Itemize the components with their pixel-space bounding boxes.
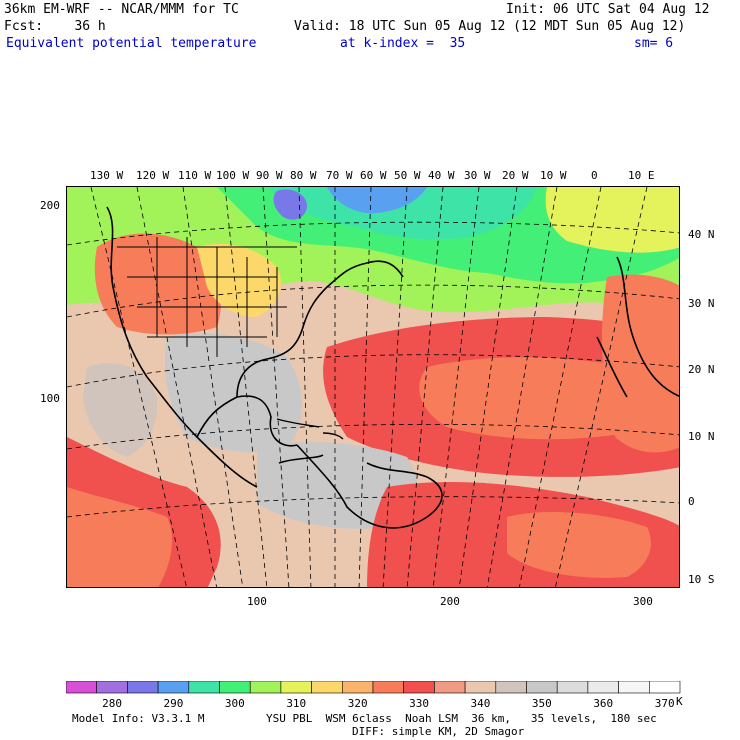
- theta-e-map: [66, 186, 680, 588]
- lon-label: 70 W: [326, 169, 353, 182]
- field-mexico-gray: [83, 363, 158, 457]
- lat-label: 10 N: [688, 430, 715, 443]
- field-us-central-yellow: [197, 243, 281, 317]
- colorbar-swatch: [648, 680, 681, 694]
- colorbar-swatch: [311, 680, 343, 694]
- lon-label: 10 W: [540, 169, 567, 182]
- coastlines: [106, 206, 679, 529]
- colorbar-swatch: [249, 680, 282, 694]
- colorbar-level-label: 300: [225, 697, 245, 710]
- field-north-blue: [327, 187, 427, 214]
- grid-x-label: 200: [440, 595, 460, 608]
- colorbar-swatch: [464, 680, 497, 694]
- model-title: 36km EM-WRF -- NCAR/MMM for TC: [4, 2, 239, 17]
- smoothing-text: sm= 6: [634, 36, 674, 51]
- map-canvas: [67, 187, 679, 587]
- model-info: Model Info: V3.3.1 M: [72, 712, 205, 725]
- colorbar-swatch: [341, 680, 374, 694]
- colorbar-svg: 280 290 300 310 320 330 340 350 360 370 K: [65, 680, 683, 710]
- colorbar-swatch: [434, 680, 466, 694]
- lat-label: 40 N: [688, 228, 715, 241]
- field-pacific-red2: [67, 487, 172, 587]
- colorbar-level-label: 360: [593, 697, 613, 710]
- colorbar-unit: K: [676, 695, 683, 708]
- valid-time: Valid: 18 UTC Sun 05 Aug 12 (12 MDT Sun …: [294, 19, 686, 34]
- graticule: [67, 187, 679, 587]
- colorbar-swatch: [65, 680, 98, 694]
- level-text: at k-index = 35: [340, 36, 466, 51]
- colorbar-swatch: [556, 680, 589, 694]
- lon-label: 120 W: [136, 169, 170, 182]
- lon-label: 30 W: [464, 169, 491, 182]
- colorbar-level-label: 330: [409, 697, 429, 710]
- colorbar-level-label: 290: [164, 697, 184, 710]
- lat-label: 0: [688, 495, 695, 508]
- field-gulf-gray: [164, 333, 302, 453]
- physics-info: YSU PBL WSM 6class Noah LSM 36 km, 35 le…: [266, 712, 657, 725]
- forecast-hour: Fcst: 36 h: [4, 19, 106, 34]
- colorbar-swatch: [372, 680, 405, 694]
- colorbar-swatch: [403, 680, 435, 694]
- colorbar-swatch: [127, 680, 159, 694]
- colorbar-level-label: 280: [102, 697, 122, 710]
- lat-label: 20 N: [688, 363, 715, 376]
- lat-label: 30 N: [688, 297, 715, 310]
- init-time: Init: 06 UTC Sat 04 Aug 12: [506, 2, 710, 17]
- lon-label: 50 W: [394, 169, 421, 182]
- grid-x-label: 300: [633, 595, 653, 608]
- colorbar-level-label: 340: [471, 697, 491, 710]
- lon-label: 0: [591, 169, 598, 182]
- colorbar-swatch: [96, 680, 128, 694]
- colorbar-swatch: [188, 680, 220, 694]
- colorbar-swatches: [65, 680, 681, 694]
- colorbar-level-label: 370: [655, 697, 675, 710]
- colorbar-level-label: 320: [348, 697, 368, 710]
- colorbar-swatch: [587, 680, 619, 694]
- grid-x-label: 100: [247, 595, 267, 608]
- field-hudson-purple: [273, 189, 307, 220]
- lon-label: 10 E: [628, 169, 655, 182]
- lon-label: 130 W: [90, 169, 124, 182]
- field-north-teal: [267, 187, 537, 240]
- colorbar-level-label: 350: [532, 697, 552, 710]
- field-north-yellow: [545, 187, 679, 253]
- colorbar: 280 290 300 310 320 330 340 350 360 370 K: [65, 680, 706, 725]
- field-africa-red: [601, 274, 679, 453]
- field-southamerica-gray: [257, 442, 418, 529]
- field-us-plains-red: [94, 233, 221, 335]
- field-southatlantic-core: [507, 512, 651, 578]
- state-borders: [117, 237, 297, 357]
- lat-label: 10 S: [688, 573, 715, 586]
- lon-label: 80 W: [290, 169, 317, 182]
- lon-label: 100 W: [216, 169, 250, 182]
- caribbean-islands: [276, 418, 344, 440]
- colorbar-swatch: [219, 680, 251, 694]
- lon-label: 90 W: [256, 169, 283, 182]
- grid-y-label: 100: [40, 392, 60, 405]
- colorbar-swatch: [280, 680, 312, 694]
- field-atlantic-core: [419, 357, 642, 440]
- colorbar-swatch: [495, 680, 527, 694]
- grid-y-label: 200: [40, 199, 60, 212]
- lon-label: 60 W: [360, 169, 387, 182]
- colorbar-labels: 280 290 300 310 320 330 340 350 360 370: [102, 697, 674, 710]
- lon-label: 20 W: [502, 169, 529, 182]
- diffusion-info: DIFF: simple KM, 2D Smagor: [352, 725, 525, 738]
- field-name: Equivalent potential temperature: [6, 36, 257, 51]
- colorbar-swatch: [526, 680, 558, 694]
- lon-label: 110 W: [178, 169, 212, 182]
- colorbar-level-label: 310: [286, 697, 306, 710]
- colorbar-swatch: [618, 680, 650, 694]
- lon-label: 40 W: [428, 169, 455, 182]
- colorbar-swatch: [157, 680, 190, 694]
